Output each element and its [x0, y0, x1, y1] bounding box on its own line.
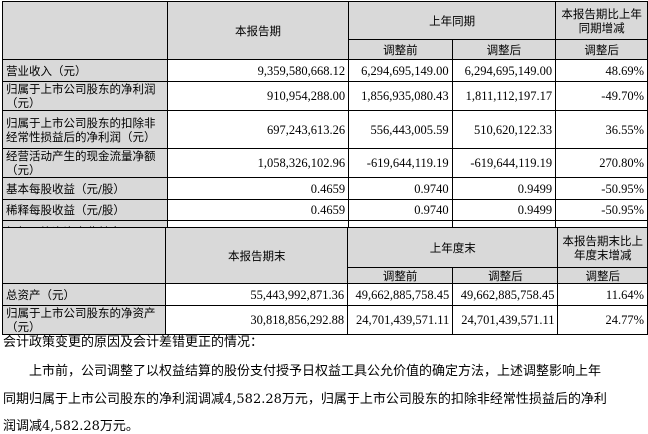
cell-before: -619,644,119.19	[348, 148, 453, 178]
cell-change: -49.70%	[555, 81, 648, 111]
table-row: 营业收入（元） 9,359,580,668.12 6,294,695,149.0…	[1, 59, 648, 82]
header-change: 本报告期比上年同期增减	[555, 1, 648, 40]
cell-change: 270.80%	[555, 148, 648, 178]
table-row: 稀释每股收益（元/股） 0.4659 0.9740 0.9499 -50.95%	[1, 199, 648, 221]
notes-heading: 会计政策变更的原因及会计差错更正的情况：	[3, 335, 264, 350]
cell-current: 9,359,580,668.12	[167, 59, 350, 82]
cell-before: 24,701,439,571.11	[347, 305, 454, 335]
cell-before: 6,294,695,149.00	[348, 59, 453, 82]
table-row: 经营活动产生的现金流量净额（元） 1,058,326,102.96 -619,6…	[1, 148, 648, 178]
cell-after: 49,662,885,758.45	[452, 283, 559, 306]
header-current-period: 本报告期	[167, 1, 350, 60]
cell-current: 910,954,288.00	[167, 81, 350, 111]
notes-paragraph-line-3: 润调减4,582.28万元。	[3, 419, 139, 434]
cell-before: 0.9740	[348, 177, 453, 200]
cell-current: 30,818,856,292.88	[165, 305, 349, 335]
key-financial-data-table: 本报告期 上年同期 本报告期比上年同期增减 调整前 调整后 调整后 营业收入（元…	[1, 1, 648, 243]
cell-change: 36.55%	[555, 110, 648, 149]
cell-before: 0.9740	[348, 199, 453, 221]
balance-sheet-data-table: 本报告期末 上年度末 本报告期末比上年度末增减 调整前 调整后 调整后 总资产（…	[1, 227, 648, 335]
cell-current: 0.4659	[167, 199, 350, 221]
cell-current: 55,443,992,871.36	[165, 283, 349, 306]
cell-change: 48.69%	[555, 59, 648, 82]
row-label: 经营活动产生的现金流量净额（元）	[1, 148, 169, 178]
cell-before: 1,856,935,080.43	[348, 81, 453, 111]
cell-after: 0.9499	[451, 177, 557, 200]
notes-paragraph-line-1: 上市前，公司调整了以权益结算的股份支付授予日权益工具公允价值的确定方法，上述调整…	[29, 364, 602, 379]
header-change-after-adjust: 调整后	[557, 267, 648, 284]
header-before-adjust: 调整前	[348, 39, 453, 60]
header-change-after-adjust: 调整后	[555, 39, 648, 60]
header-prior-year-period: 上年同期	[348, 1, 557, 40]
table-row: 基本每股收益（元/股） 0.4659 0.9740 0.9499 -50.95%	[1, 177, 648, 200]
header-blank	[1, 227, 167, 284]
table-row: 归属于上市公司股东的扣除非经常性损益后的净利润（元） 697,243,613.2…	[1, 110, 648, 149]
cell-current: 0.4659	[167, 177, 350, 200]
table-row: 总资产（元） 55,443,992,871.36 49,662,885,758.…	[1, 283, 648, 306]
header-after-adjust: 调整后	[452, 267, 559, 284]
header-after-adjust: 调整后	[451, 39, 557, 60]
row-label: 总资产（元）	[1, 283, 167, 306]
cell-after: 1,811,112,197.17	[451, 81, 557, 111]
cell-after: -619,644,119.19	[451, 148, 557, 178]
cell-before: 556,443,005.59	[348, 110, 453, 149]
header-before-adjust: 调整前	[347, 267, 454, 284]
table-row: 归属于上市公司股东的净资产（元） 30,818,856,292.88 24,70…	[1, 305, 648, 335]
cell-after: 6,294,695,149.00	[451, 59, 557, 82]
header-prior-year-end: 上年度末	[347, 227, 559, 268]
notes-paragraph-line-2: 同期归属于上市公司股东的净利润调减4,582.28万元，归属于上市公司股东的扣除…	[3, 392, 607, 407]
header-current-period-end: 本报告期末	[165, 227, 349, 284]
row-label: 归属于上市公司股东的扣除非经常性损益后的净利润（元）	[1, 110, 169, 149]
cell-change: -50.95%	[555, 177, 648, 200]
cell-change: 11.64%	[557, 283, 648, 306]
cell-current: 697,243,613.26	[167, 110, 350, 149]
cell-current: 1,058,326,102.96	[167, 148, 350, 178]
cell-change: 24.77%	[557, 305, 648, 335]
row-label: 稀释每股收益（元/股）	[1, 199, 169, 221]
row-label: 归属于上市公司股东的净资产（元）	[1, 305, 167, 335]
cell-after: 24,701,439,571.11	[452, 305, 559, 335]
cell-after: 0.9499	[451, 199, 557, 221]
cell-before: 49,662,885,758.45	[347, 283, 454, 306]
cell-change: -50.95%	[555, 199, 648, 221]
table-row: 归属于上市公司股东的净利润（元） 910,954,288.00 1,856,93…	[1, 81, 648, 111]
row-label: 归属于上市公司股东的净利润（元）	[1, 81, 169, 111]
row-label: 营业收入（元）	[1, 59, 169, 82]
header-blank	[1, 1, 169, 60]
row-label: 基本每股收益（元/股）	[1, 177, 169, 200]
cell-after: 510,620,122.33	[451, 110, 557, 149]
header-change: 本报告期末比上年度末增减	[557, 227, 648, 268]
